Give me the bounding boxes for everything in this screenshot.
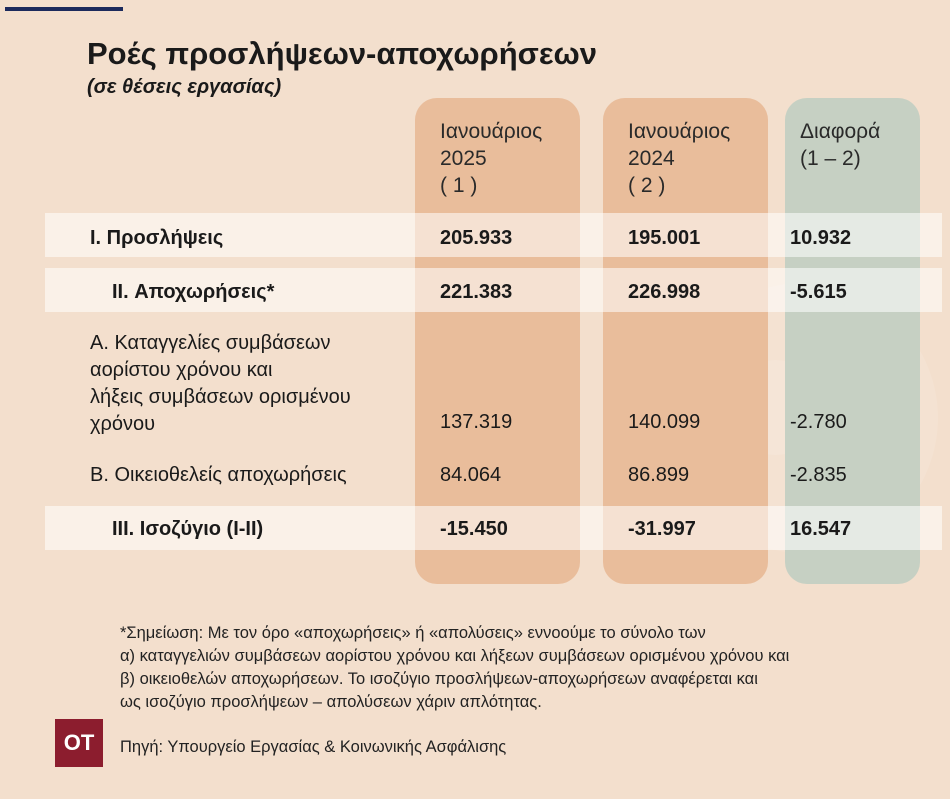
column-header-line: ( 2 ) [628,174,666,197]
column-header-line: 2025 [440,147,487,170]
row-label-line: Α. Καταγγελίες συμβάσεων [90,332,331,354]
table-cell: 137.319 [440,411,513,433]
row-band-balance [45,506,942,550]
column-header-line: 2024 [628,147,675,170]
source-text: Πηγή: Υπουργείο Εργασίας & Κοινωνικής Ασ… [120,738,507,756]
column-bg-jan-2024 [603,98,768,584]
row-label-line: αορίστου χρόνου και [90,359,273,381]
table-cell: 195.001 [628,227,701,249]
table-cell: -31.997 [628,518,696,540]
footnote-line: *Σημείωση: Με τον όρο «αποχωρήσεις» ή «α… [120,624,706,642]
table-cell: 221.383 [440,281,513,303]
row-band-departures [45,268,942,312]
row-band-hires [45,213,942,257]
footnote-line: β) οικειοθελών αποχωρήσεων. Το ισοζύγιο … [120,670,758,688]
column-bg-jan-2025 [415,98,580,584]
row-label-balance: III. Ισοζύγιο (I-II) [112,518,264,540]
table-cell: -2.780 [790,411,847,433]
table-cell: 140.099 [628,411,701,433]
column-header-difference: Διαφορά (1 – 2) [800,118,880,172]
ot-logo: OT [55,719,103,767]
column-header-line: (1 – 2) [800,147,861,170]
column-header-jan-2025: Ιανουάριος 2025 ( 1 ) [440,118,542,199]
column-header-line: Ιανουάριος [628,120,731,143]
footnote-line: ως ισοζύγιο προσλήψεων – απολύσεων χάριν… [120,693,542,711]
column-header-line: ( 1 ) [440,174,478,197]
row-label-hires: I. Προσλήψεις [90,227,224,249]
row-label-line: χρόνου [90,413,156,435]
row-label-voluntary: Β. Οικειοθελείς αποχωρήσεις [90,464,347,486]
table-cell: 226.998 [628,281,701,303]
footnote-line: α) καταγγελιών συμβάσεων αορίστου χρόνου… [120,647,790,665]
table-cell: 86.899 [628,464,690,486]
row-label-line: λήξεις συμβάσεων ορισμένου [90,386,351,408]
table-cell: 84.064 [440,464,502,486]
table-cell: -5.615 [790,281,847,303]
column-header-line: Ιανουάριος [440,120,543,143]
accent-bar [5,7,123,11]
chart-title: Ροές προσλήψεων-αποχωρήσεων [87,36,597,71]
footnote: *Σημείωση: Με τον όρο «αποχωρήσεις» ή «α… [120,622,789,714]
table-cell: 10.932 [790,227,852,249]
table-cell: -2.835 [790,464,847,486]
column-header-jan-2024: Ιανουάριος 2024 ( 2 ) [628,118,730,199]
row-label-terminations: Α. Καταγγελίες συμβάσεων αορίστου χρόνου… [90,330,351,438]
chart-subtitle: (σε θέσεις εργασίας) [87,76,282,98]
column-bg-difference [785,98,920,584]
table-cell: 16.547 [790,518,852,540]
row-label-departures: II. Αποχωρήσεις* [112,281,275,303]
table-cell: 205.933 [440,227,513,249]
table-cell: -15.450 [440,518,508,540]
column-header-line: Διαφορά [800,120,881,143]
